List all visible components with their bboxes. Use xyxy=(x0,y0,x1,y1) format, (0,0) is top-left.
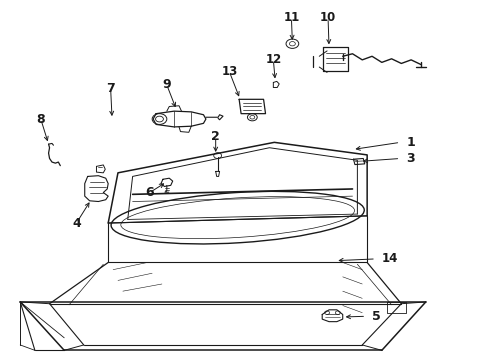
Text: 6: 6 xyxy=(146,186,154,199)
Text: 11: 11 xyxy=(283,12,299,24)
Text: 7: 7 xyxy=(106,82,115,95)
Text: 8: 8 xyxy=(36,113,45,126)
Text: 13: 13 xyxy=(221,65,238,78)
Text: 2: 2 xyxy=(211,130,220,144)
Text: 9: 9 xyxy=(163,78,171,91)
Text: 5: 5 xyxy=(372,310,381,323)
Text: 14: 14 xyxy=(382,252,398,265)
Text: 3: 3 xyxy=(406,152,415,165)
Text: 1: 1 xyxy=(406,136,415,149)
Text: 12: 12 xyxy=(265,53,281,66)
Text: 10: 10 xyxy=(320,12,336,24)
Text: 4: 4 xyxy=(72,216,81,230)
